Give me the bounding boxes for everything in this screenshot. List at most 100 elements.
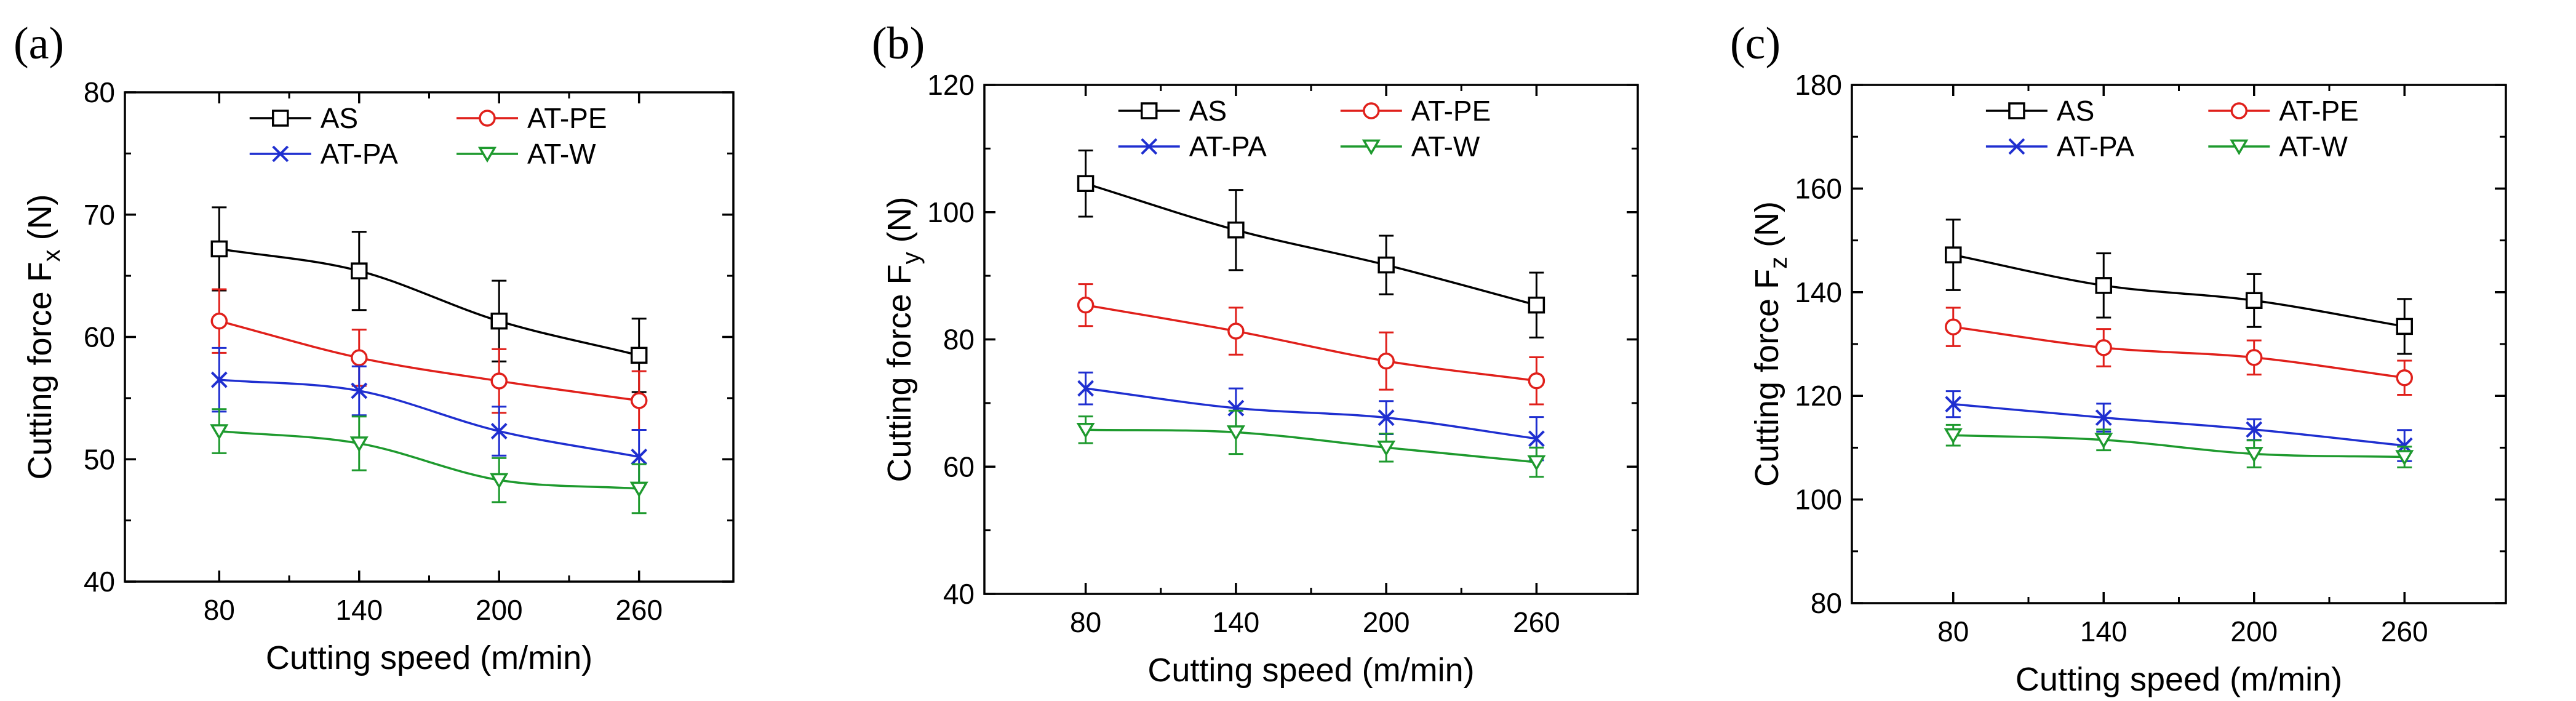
y-axis-title-subscript: x xyxy=(38,249,65,262)
data-point-as xyxy=(1378,256,1395,274)
x-tick-label: 260 xyxy=(1513,606,1560,638)
legend-marker xyxy=(479,110,496,127)
series-line-at-w xyxy=(1953,434,2405,459)
y-axis-title-unit: (N) xyxy=(881,196,918,252)
legend-label: AT-PA xyxy=(2057,130,2134,162)
y-tick-label: 50 xyxy=(84,443,115,475)
x-tick-label: 260 xyxy=(615,594,663,626)
data-point-at-pa xyxy=(1227,399,1245,417)
legend-label: AS xyxy=(1189,95,1227,127)
y-axis-title-subscript: y xyxy=(898,252,925,264)
data-point-at-pa xyxy=(1077,380,1095,397)
series-line-at-pa xyxy=(1953,403,2405,447)
chart-a: (a) 40 50 60 70 80 80 140 200 260 Cutting speed (m… xyxy=(14,18,735,676)
y-tick-label: 40 xyxy=(943,578,975,610)
marker-stroke xyxy=(1141,138,1158,155)
legend-label: AT-W xyxy=(2279,130,2348,162)
data-point-at-w xyxy=(1377,440,1396,457)
data-point-at-pa xyxy=(1945,396,1962,413)
y-axis-title-unit: (N) xyxy=(1749,201,1785,257)
x-axis-title-b: Cutting speed (m/min) xyxy=(1147,652,1474,689)
legend-label: AT-PE xyxy=(1411,95,1491,127)
legend-label: AS xyxy=(321,102,358,134)
data-point-at-w xyxy=(2244,447,2263,463)
y-tick-label: 120 xyxy=(1795,380,1842,412)
series-line-at-pa xyxy=(1085,387,1537,440)
data-point-as xyxy=(490,312,508,330)
data-point-as xyxy=(1945,246,1962,263)
marker-stroke xyxy=(631,448,648,465)
chart-panel-b: (b) 40 60 80 100 120 80 140 200 260 Cutting speed … xyxy=(858,0,1717,701)
data-point-at-pe xyxy=(1227,322,1245,340)
data-point-at-pe xyxy=(210,312,228,330)
legend-marker xyxy=(2230,102,2248,119)
data-point-as xyxy=(1528,296,1545,314)
legend-marker xyxy=(1363,102,1380,119)
legend-marker xyxy=(272,145,289,162)
plot-frame-b xyxy=(983,84,1639,595)
y-tick-label: 120 xyxy=(927,69,975,101)
y-axis-title-main: Cutting force F xyxy=(1749,269,1785,487)
data-point-at-w xyxy=(210,424,229,440)
data-point-at-w xyxy=(490,473,509,489)
data-point-as xyxy=(1077,175,1095,192)
data-point-at-pa xyxy=(631,448,648,465)
series-line-at-w xyxy=(219,430,639,490)
legend-marker xyxy=(1140,102,1158,119)
marker-stroke xyxy=(1378,409,1395,427)
chart-panel-a: (a) 40 50 60 70 80 80 140 200 260 Cutting speed (m… xyxy=(0,0,858,701)
data-point-as xyxy=(2095,277,2113,294)
data-point-at-pa xyxy=(2246,421,2263,438)
data-point-at-w xyxy=(2395,450,2414,466)
data-point-at-w xyxy=(629,481,648,498)
y-tick-label: 100 xyxy=(1795,484,1842,516)
data-point-at-pe xyxy=(1945,318,1962,335)
data-point-at-pa xyxy=(1378,409,1395,427)
marker-stroke xyxy=(1945,396,1962,413)
chart-c: (c) 80 100 120 140 160 180 80 140 200 260 Cutting s… xyxy=(1730,18,2507,698)
legend-marker xyxy=(1141,138,1158,155)
y-axis-title-subscript: z xyxy=(1765,257,1792,269)
legend-marker xyxy=(2008,138,2025,155)
legend-marker xyxy=(2008,102,2025,119)
marker-stroke xyxy=(210,371,228,388)
x-axis-title-a: Cutting speed (m/min) xyxy=(266,639,592,676)
marker-stroke xyxy=(1528,430,1545,447)
y-tick-label: 80 xyxy=(84,76,115,108)
data-point-at-pe xyxy=(1077,296,1095,314)
series-line-at-pa xyxy=(219,379,640,458)
marker-stroke xyxy=(351,382,368,399)
y-tick-label: 60 xyxy=(943,451,975,483)
data-point-at-pa xyxy=(351,382,368,399)
marker-stroke xyxy=(1077,380,1095,397)
data-point-at-w xyxy=(1226,425,1245,441)
data-point-at-w xyxy=(2094,433,2113,449)
legend-label: AT-PE xyxy=(2279,95,2359,127)
data-point-as xyxy=(2396,318,2413,335)
marker-stroke xyxy=(490,423,508,439)
data-point-as xyxy=(1227,221,1245,239)
legend-label: AT-W xyxy=(1411,130,1480,162)
series-line-at-pe xyxy=(218,319,639,402)
x-tick-label: 80 xyxy=(1070,606,1101,638)
series-line-as xyxy=(219,247,640,357)
y-tick-label: 80 xyxy=(943,324,975,356)
x-tick-label: 80 xyxy=(204,594,235,626)
data-point-at-pe xyxy=(630,392,648,409)
x-tick-label: 200 xyxy=(476,594,523,626)
chart-panel-c: (c) 80 100 120 140 160 180 80 140 200 260 Cutting s… xyxy=(1717,0,2575,701)
legend-label: AT-W xyxy=(527,138,596,170)
marker-stroke xyxy=(2095,409,2112,426)
y-tick-label: 180 xyxy=(1795,69,1842,101)
data-point-at-w xyxy=(1944,428,1963,444)
y-tick-label: 100 xyxy=(927,196,975,228)
marker-stroke xyxy=(2246,421,2263,438)
data-point-at-pa xyxy=(210,371,228,388)
chart-b: (b) 40 60 80 100 120 80 140 200 260 Cutting speed … xyxy=(872,18,1639,689)
data-point-at-pe xyxy=(2095,339,2113,356)
data-point-as xyxy=(630,346,648,364)
y-axis-title-main: Cutting force F xyxy=(22,262,58,479)
legend-marker xyxy=(2230,139,2249,156)
y-axis-title-c: Cutting force Fz (N) xyxy=(1749,201,1792,487)
legend-marker xyxy=(271,110,289,127)
